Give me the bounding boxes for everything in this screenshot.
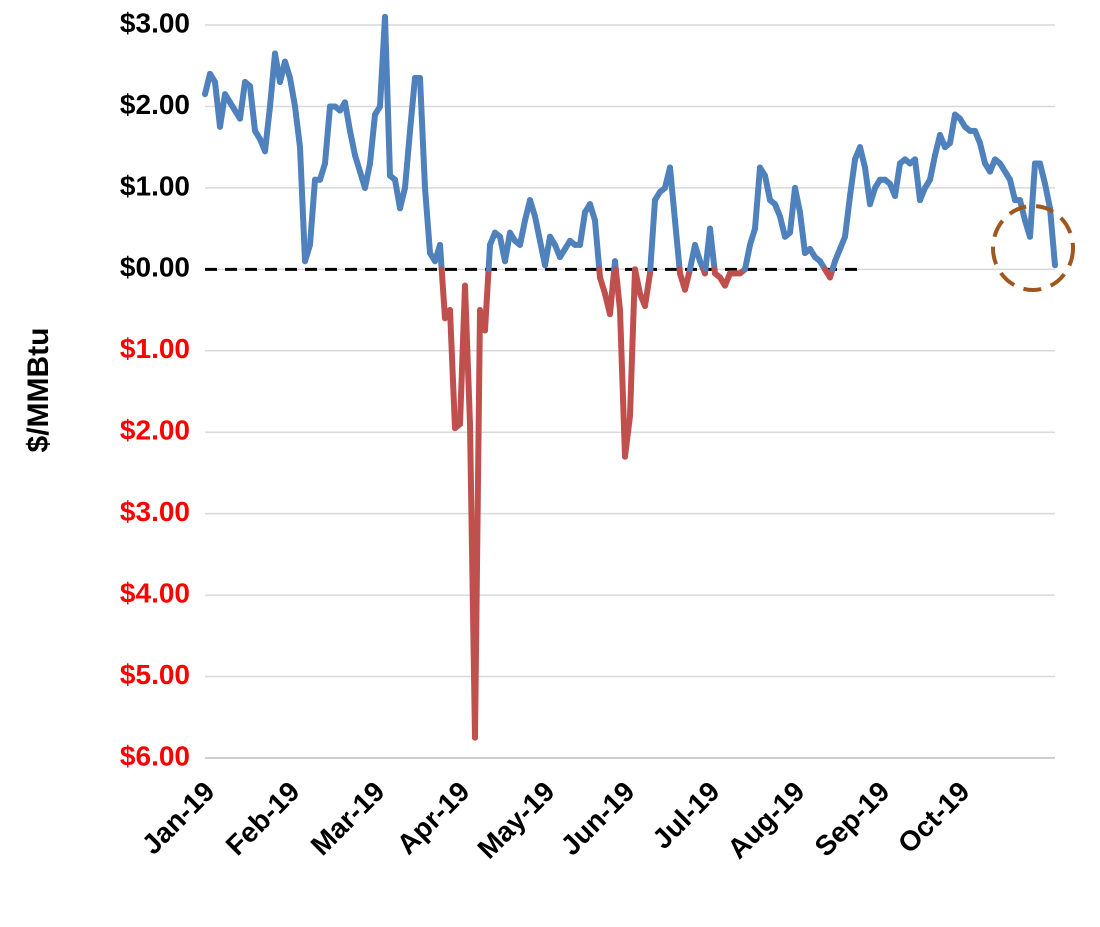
line-segment [762, 172, 773, 204]
highlight-circle [991, 204, 1075, 292]
x-tick-label: Jun-19 [555, 776, 641, 862]
line-segment [382, 13, 393, 179]
line-segment [632, 266, 643, 297]
line-segment [577, 209, 588, 248]
line-segment [1027, 160, 1038, 240]
line-segment [1047, 205, 1058, 269]
line-segment [297, 144, 308, 265]
x-tick-label: Apr-19 [391, 776, 476, 861]
line-segment [1037, 160, 1048, 187]
line-segment [927, 152, 938, 183]
line-segment [532, 213, 543, 244]
line-segment [612, 266, 623, 314]
line-segment [292, 103, 303, 151]
y-tick-label: $1.00 [120, 170, 190, 201]
line-segment [542, 233, 553, 269]
line-segment [472, 307, 483, 741]
y-tick-label: $6.00 [120, 740, 190, 771]
line-segment [847, 156, 858, 200]
line-segment [342, 99, 353, 134]
line-segment [627, 266, 638, 419]
line-segment [777, 213, 788, 240]
line-segment [707, 225, 718, 273]
x-tick-label: Feb-19 [220, 776, 306, 862]
line-segment [1017, 197, 1028, 224]
x-tick-label: Aug-19 [721, 776, 810, 865]
x-tick-label: Mar-19 [305, 776, 391, 862]
line-segment [792, 184, 803, 216]
line-segment [485, 241, 493, 273]
line-segment [797, 209, 808, 257]
line-segment [667, 164, 678, 224]
line-segment [482, 266, 492, 334]
line-segment [307, 176, 318, 248]
line-segment [322, 103, 333, 167]
line-segment [842, 193, 853, 240]
line-segment [1042, 180, 1053, 212]
line-segment [647, 197, 658, 273]
x-tick-label: Jan-19 [136, 776, 221, 861]
y-tick-label: $2.00 [120, 89, 190, 120]
line-segment [262, 103, 273, 155]
line-segment [402, 127, 413, 191]
y-tick-label: $0.00 [120, 252, 190, 283]
y-tick-label: $2.00 [120, 415, 190, 446]
line-segment [622, 412, 633, 460]
line-segment [502, 229, 513, 265]
line-segment [447, 307, 458, 432]
line-segment [347, 127, 358, 159]
line-segment [217, 91, 228, 130]
x-tick-label: Jul-19 [646, 776, 725, 855]
line-segment [1007, 176, 1018, 204]
line-segment [437, 241, 445, 273]
y-tick-label: $3.00 [120, 496, 190, 527]
line-segment [892, 160, 903, 200]
x-tick-label: May-19 [471, 776, 560, 865]
line-segment [857, 144, 868, 171]
line-segment [367, 111, 378, 167]
line-segment [407, 74, 418, 134]
line-segment [247, 83, 258, 134]
line-segment [607, 266, 618, 318]
line-segment [422, 184, 433, 257]
line-segment [682, 266, 693, 293]
line-segment [752, 164, 763, 232]
y-tick-label: $3.00 [120, 7, 190, 38]
y-tick-label: $4.00 [120, 578, 190, 609]
line-segment [438, 266, 448, 322]
y-axis-title: $/MMBtu [22, 328, 55, 453]
line-segment [517, 217, 528, 248]
x-tick-label: Sep-19 [809, 776, 896, 863]
line-segment [362, 160, 373, 191]
line-series [202, 13, 1058, 741]
line-segment [742, 241, 753, 273]
line-segment [672, 217, 683, 273]
line-segment [977, 140, 988, 167]
line-segment [397, 184, 408, 212]
line-segment [592, 217, 603, 273]
line-segment [287, 74, 298, 110]
y-tick-label: $5.00 [120, 659, 190, 690]
line-segment [462, 282, 473, 428]
x-tick-label: Oct-19 [892, 776, 976, 860]
line-segment [237, 79, 248, 122]
line-segment [912, 156, 923, 204]
line-segment [417, 74, 428, 191]
line-segment [617, 307, 628, 460]
line-segment [642, 270, 653, 309]
y-tick-label: $1.00 [120, 333, 190, 364]
line-segment [947, 111, 958, 147]
